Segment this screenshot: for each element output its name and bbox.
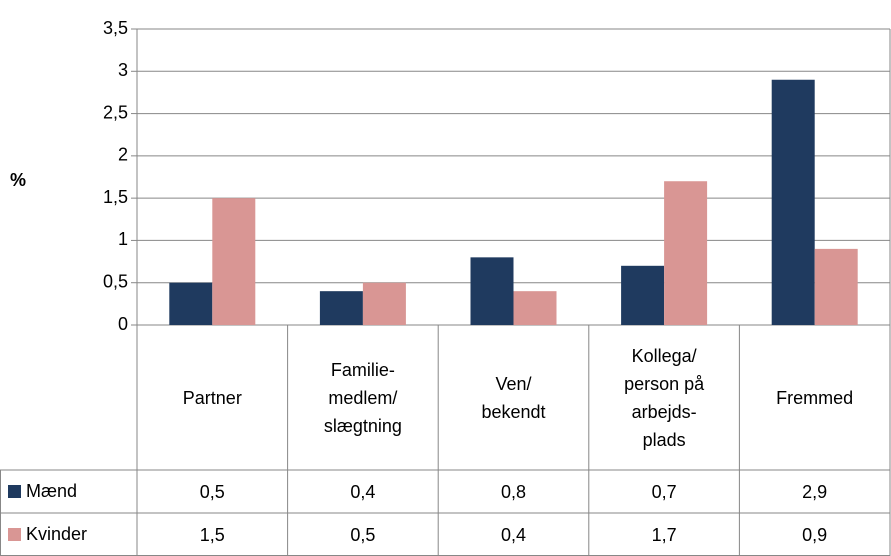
bar (814, 248, 858, 325)
y-tick-label: 3,5 (103, 18, 128, 38)
table-value: 2,9 (802, 481, 828, 502)
y-tick-label: 3 (118, 60, 128, 80)
legend-label: Kvinder (26, 524, 88, 544)
legend-swatch (8, 485, 21, 498)
y-tick-label: 0 (118, 314, 128, 334)
category-label: Fremmed (776, 387, 854, 408)
bar (513, 291, 557, 325)
table-value: 1,7 (651, 524, 677, 545)
table-value: 0,4 (350, 481, 376, 502)
table-value: 0,9 (802, 524, 828, 545)
category-label: Kollega/ person på arbejds- plads (624, 345, 705, 450)
bar (621, 265, 665, 325)
y-tick-label: 1 (118, 229, 128, 249)
y-tick-label: 2,5 (103, 102, 128, 122)
bar (212, 198, 256, 325)
table-value: 0,5 (350, 524, 376, 545)
bar (664, 181, 708, 325)
bar (169, 282, 213, 325)
y-tick-label: 2 (118, 145, 128, 165)
legend-label: Mænd (26, 481, 78, 501)
legend-entry: Kvinder (0, 513, 137, 556)
table-value: 0,8 (500, 481, 526, 502)
category-label: Ven/ bekendt (481, 373, 546, 422)
bar (362, 282, 406, 325)
y-tick-label: 0,5 (103, 271, 128, 291)
y-axis-label: % (10, 170, 26, 190)
category-label: Partner (182, 387, 242, 408)
bar (470, 257, 514, 325)
bar (771, 79, 815, 325)
legend-swatch (8, 528, 21, 541)
table-value: 0,5 (199, 481, 225, 502)
table-value: 0,7 (651, 481, 677, 502)
bar (319, 291, 363, 325)
category-label: Familie- medlem/ slægtning (323, 359, 402, 436)
table-value: 0,4 (500, 524, 526, 545)
y-tick-label: 1,5 (103, 187, 128, 207)
legend-entry: Mænd (0, 470, 137, 513)
table-value: 1,5 (199, 524, 225, 545)
